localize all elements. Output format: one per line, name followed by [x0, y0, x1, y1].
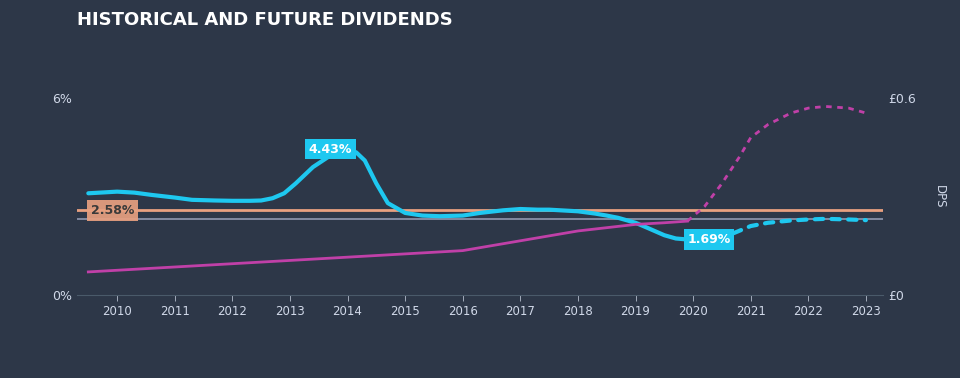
Legend: GRG yield, GRG annual DPS, Hospitality, Market: GRG yield, GRG annual DPS, Hospitality, … [219, 376, 677, 378]
Text: 2.58%: 2.58% [91, 204, 134, 217]
Text: 4.43%: 4.43% [308, 143, 352, 156]
Text: HISTORICAL AND FUTURE DIVIDENDS: HISTORICAL AND FUTURE DIVIDENDS [77, 11, 452, 29]
Y-axis label: DPS: DPS [932, 185, 946, 208]
Text: 1.69%: 1.69% [687, 233, 731, 246]
